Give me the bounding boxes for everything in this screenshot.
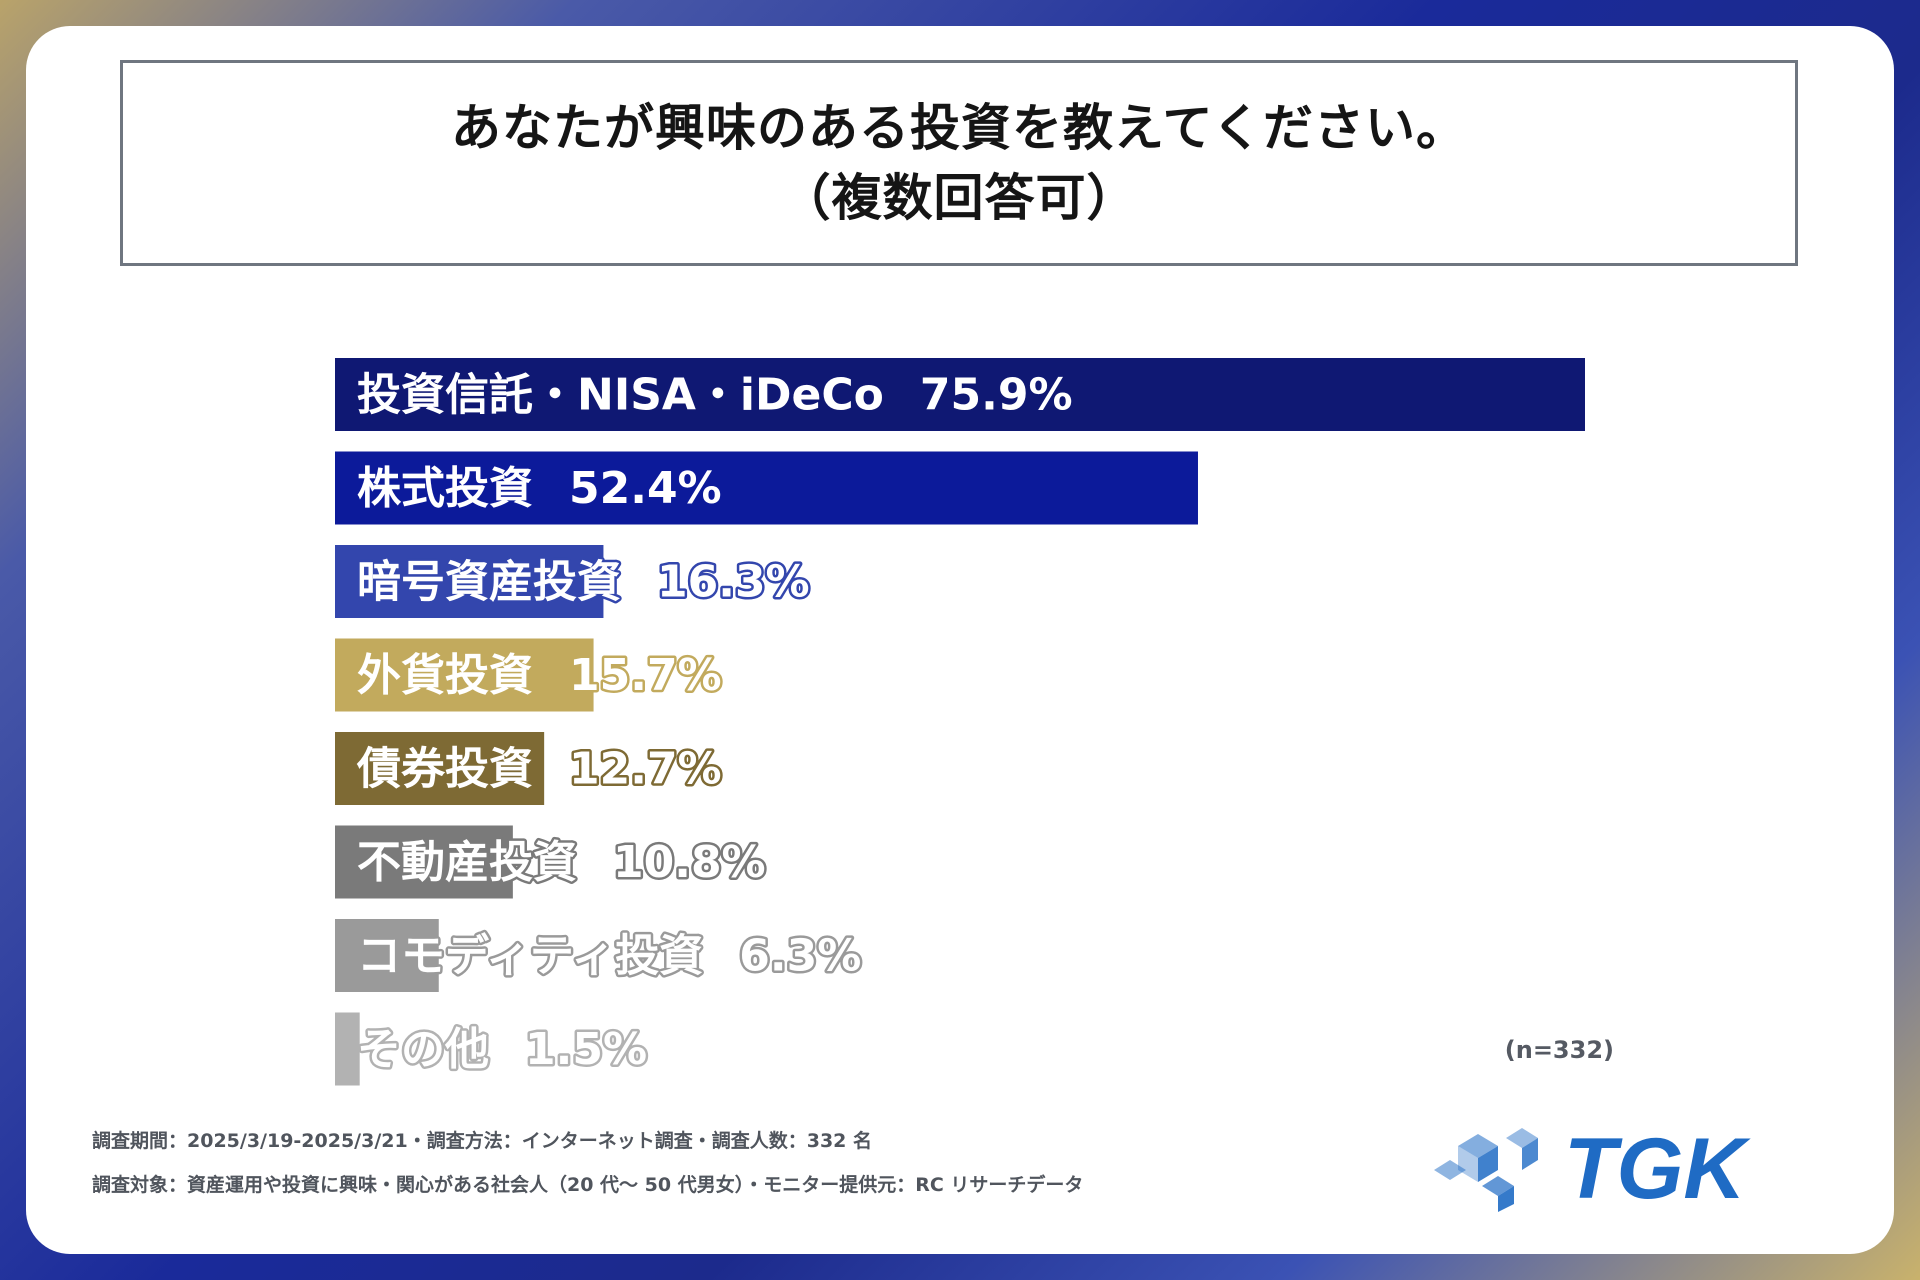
bar-label-7: その他 1.5% bbox=[357, 1024, 647, 1075]
survey-footnote-line-1: 調査期間：2025/3/19-2025/3/21・調査方法：インターネット調査・… bbox=[92, 1130, 873, 1152]
value-label-7: 1.5% bbox=[525, 1024, 647, 1075]
bar-5 bbox=[335, 825, 513, 899]
category-label-0: 投資信託・NISA・iDeCo bbox=[357, 370, 884, 421]
bar-label-3: 外貨投資 15.7% bbox=[357, 650, 722, 701]
bar-2 bbox=[335, 545, 604, 618]
value-label-5: 10.8% bbox=[613, 837, 766, 888]
value-label-2: 16.3% bbox=[657, 557, 810, 608]
bar-label-2: 暗号資産投資 16.3% bbox=[357, 557, 810, 608]
category-label-2: 暗号資産投資 bbox=[357, 557, 621, 608]
survey-footnote-line-2: 調査対象：資産運用や投資に興味・関心がある社会人（20 代～ 50 代男女）・モ… bbox=[92, 1174, 1084, 1196]
bar-label-4: 債券投資 12.7% bbox=[356, 744, 722, 795]
value-label-1: 52.4% bbox=[569, 463, 722, 514]
category-label-6: コモディティ投資 bbox=[357, 931, 703, 982]
title-box: あなたが興味のある投資を教えてください。 （複数回答可） bbox=[120, 60, 1798, 266]
value-label-3: 15.7% bbox=[569, 650, 722, 701]
bar-6 bbox=[335, 919, 439, 992]
category-label-7: その他 bbox=[357, 1024, 489, 1075]
bar-7 bbox=[335, 1012, 360, 1086]
sample-size-label: (n=332) bbox=[1504, 1036, 1614, 1064]
bar-3 bbox=[335, 638, 594, 712]
tgk-logo: TGK bbox=[1426, 1108, 1786, 1218]
bar-0 bbox=[335, 358, 1585, 431]
value-label-4: 12.7% bbox=[569, 744, 722, 795]
category-label-5: 不動産投資 bbox=[357, 837, 577, 888]
bar-label-6: コモディティ投資 6.3% bbox=[357, 931, 861, 982]
title-line-1: あなたが興味のある投資を教えてください。 bbox=[451, 99, 1467, 157]
category-label-1: 株式投資 bbox=[357, 463, 533, 514]
category-label-3: 外貨投資 bbox=[357, 650, 533, 701]
value-label-6: 6.3% bbox=[739, 931, 861, 982]
bar-4 bbox=[335, 732, 545, 805]
value-label-0: 75.9% bbox=[920, 370, 1073, 421]
bar-1 bbox=[335, 451, 1198, 525]
bar-label-5: 不動産投資 10.8% bbox=[357, 837, 766, 888]
tgk-cube-logo-icon: TGK bbox=[1434, 1121, 1751, 1217]
category-label-4: 債券投資 bbox=[356, 744, 533, 795]
title-line-2: （複数回答可） bbox=[780, 169, 1138, 227]
logo-text: TGK bbox=[1564, 1121, 1751, 1217]
bar-label-0: 投資信託・NISA・iDeCo 75.9% bbox=[357, 370, 1073, 421]
bar-label-1: 株式投資 52.4% bbox=[357, 463, 722, 514]
